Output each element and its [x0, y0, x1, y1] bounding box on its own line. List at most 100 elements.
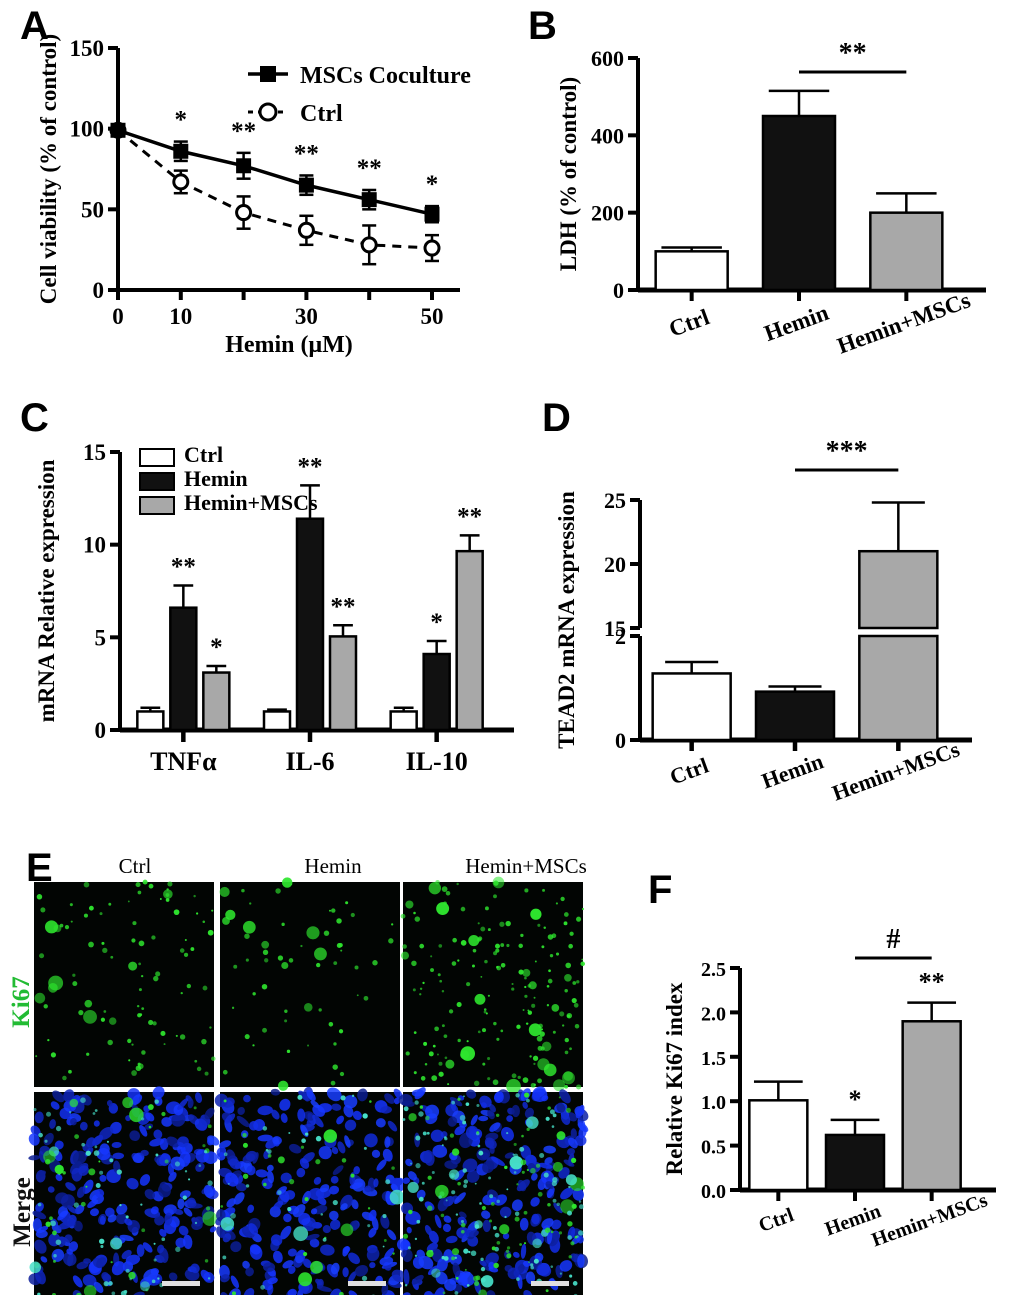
- y-axis-label: Cell viability (% of control): [36, 34, 61, 304]
- ki67-punctum: [45, 1158, 51, 1165]
- ki67-punctum: [37, 1202, 42, 1207]
- ki67-punctum: [460, 940, 467, 946]
- panel-e-col-hemin: Hemin: [304, 854, 362, 878]
- ki67-punctum: [94, 1109, 98, 1112]
- nucleus: [312, 1114, 324, 1128]
- nucleus: [112, 1152, 125, 1160]
- ki67-punctum: [330, 1080, 336, 1086]
- ki67-punctum: [430, 968, 435, 973]
- ki67-punctum: [129, 1107, 144, 1123]
- ki67-punctum: [422, 1131, 427, 1136]
- nucleus: [255, 1169, 268, 1178]
- y-tick-label: 5: [95, 625, 107, 650]
- nucleus: [280, 1172, 292, 1184]
- ki67-punctum: [550, 1230, 554, 1234]
- nucleus: [136, 1244, 145, 1257]
- ki67-punctum: [542, 888, 546, 892]
- ki67-punctum: [457, 1097, 461, 1101]
- nucleus: [400, 1249, 407, 1258]
- significance-marker: **: [171, 553, 196, 580]
- ki67-punctum: [449, 1133, 455, 1138]
- y-tick-label: 150: [70, 36, 105, 61]
- ki67-punctum: [545, 1116, 550, 1121]
- ki67-punctum: [140, 1203, 143, 1206]
- y-tick-label: 200: [591, 201, 624, 226]
- ki67-punctum: [44, 1139, 48, 1143]
- nucleus: [371, 1149, 381, 1158]
- ki67-punctum: [576, 980, 580, 984]
- micrograph-merge-ctrl: [28, 1086, 220, 1295]
- nucleus: [342, 1267, 349, 1278]
- ki67-punctum: [281, 877, 293, 888]
- ki67-punctum: [284, 1019, 288, 1023]
- ki67-punctum: [70, 920, 73, 923]
- ki67-punctum: [99, 912, 103, 916]
- ki67-punctum: [494, 1232, 500, 1238]
- ki67-punctum: [194, 1059, 198, 1063]
- ki67-punctum: [516, 1277, 520, 1281]
- ki67-punctum: [39, 953, 45, 959]
- nucleus: [72, 1150, 87, 1165]
- nucleus: [209, 1226, 217, 1233]
- ki67-punctum: [569, 1047, 572, 1051]
- nucleus: [478, 1115, 489, 1122]
- bar-hemin-mscs: [328, 635, 358, 732]
- ki67-punctum: [332, 1064, 338, 1070]
- nucleus: [216, 1146, 227, 1158]
- ki67-punctum: [78, 1010, 84, 1016]
- ki67-punctum: [416, 1219, 421, 1224]
- nucleus: [541, 1218, 554, 1229]
- ki67-punctum: [350, 1173, 355, 1178]
- ki67-punctum: [414, 1254, 418, 1257]
- ki67-punctum: [53, 1259, 56, 1263]
- ki67-punctum: [447, 1083, 450, 1086]
- ki67-punctum: [201, 1038, 207, 1045]
- ki67-punctum: [484, 906, 489, 911]
- ki67-punctum: [419, 943, 425, 949]
- ki67-punctum: [572, 981, 577, 985]
- ki67-punctum: [244, 1034, 250, 1040]
- ki67-punctum: [402, 1233, 409, 1239]
- x-tick-label: 50: [421, 304, 444, 329]
- ki67-punctum: [489, 1194, 494, 1199]
- nucleus: [178, 1225, 189, 1236]
- nucleus: [171, 1112, 186, 1127]
- significance-marker: **: [457, 503, 482, 530]
- ki67-punctum: [559, 1011, 565, 1017]
- nucleus: [330, 1219, 341, 1230]
- ki67-punctum: [155, 971, 161, 977]
- ki67-punctum: [196, 1066, 202, 1072]
- nucleus: [28, 1133, 40, 1146]
- ki67-punctum: [315, 1135, 322, 1142]
- ki67-punctum: [220, 1217, 235, 1231]
- ki67-punctum: [219, 886, 230, 898]
- ki67-punctum: [552, 1161, 563, 1172]
- ki67-punctum: [51, 1292, 56, 1295]
- ki67-punctum: [338, 1291, 344, 1295]
- nucleus: [332, 1165, 344, 1175]
- ki67-punctum: [564, 1050, 569, 1055]
- ki67-punctum: [420, 1076, 426, 1081]
- nucleus: [315, 1278, 323, 1286]
- ki67-punctum: [477, 1144, 481, 1148]
- ki67-punctum: [547, 934, 554, 940]
- nucleus: [384, 1136, 391, 1148]
- series-msc-line: [117, 128, 433, 216]
- bar-hemin: [754, 690, 836, 742]
- ki67-punctum: [260, 1285, 265, 1290]
- nucleus: [61, 1194, 75, 1209]
- ki67-punctum: [441, 886, 448, 892]
- ki67-punctum: [88, 941, 94, 948]
- ki67-punctum: [440, 1213, 445, 1218]
- nucleus: [242, 1260, 250, 1269]
- x-tick-label: TNFα: [150, 747, 217, 776]
- nucleus: [179, 1190, 191, 1199]
- panel-d-chart: 0 215 20 25 TEAD2 mRNA expression Ctrl Hemin He…: [554, 436, 972, 806]
- ki67-punctum: [481, 1028, 487, 1033]
- ki67-punctum: [72, 981, 78, 987]
- ki67-punctum: [367, 1207, 371, 1210]
- tile-background: [403, 882, 583, 1087]
- ki67-punctum: [161, 1237, 166, 1242]
- nucleus: [280, 1113, 288, 1123]
- ki67-punctum: [88, 905, 94, 911]
